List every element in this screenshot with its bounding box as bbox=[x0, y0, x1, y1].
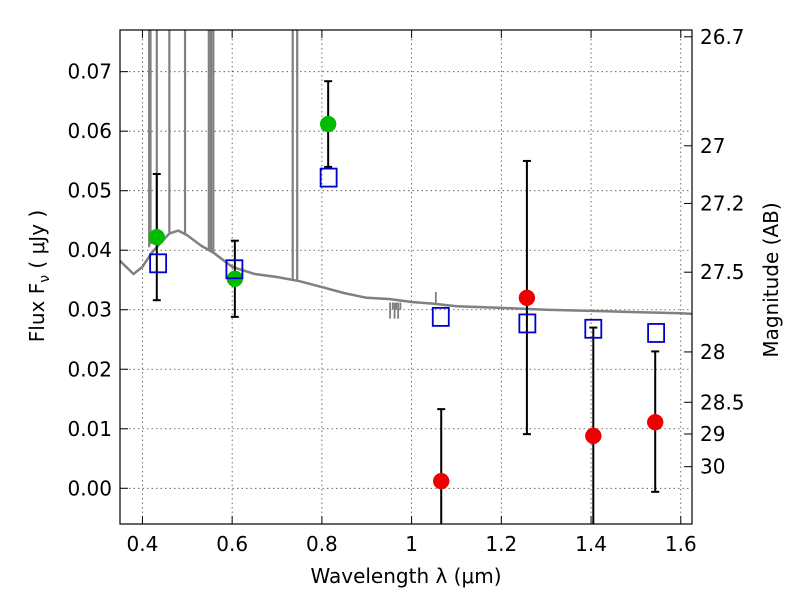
y2-tick-label: 28 bbox=[700, 340, 725, 364]
y-axis-label-group: Flux Fν ( μJy ) bbox=[25, 210, 53, 342]
spectrum-continuum bbox=[119, 229, 693, 316]
grid-lines bbox=[120, 30, 692, 524]
y2-axis-label: Magnitude (AB) bbox=[759, 202, 783, 357]
data-point bbox=[518, 289, 536, 307]
model-photometry-point bbox=[319, 167, 338, 188]
data-point bbox=[646, 413, 664, 431]
y-tick-label: 0.01 bbox=[67, 417, 112, 441]
model-spectrum bbox=[119, 30, 693, 319]
y2-axis-label-group: Magnitude (AB) bbox=[759, 202, 783, 357]
y-tick-label: 0.05 bbox=[67, 179, 112, 203]
y-axis-label-subscript: ν bbox=[37, 275, 53, 283]
y-tick-label: 0.03 bbox=[67, 298, 112, 322]
tick-labels: 0.4 0.6 0.8 1 1.2 1.4 1.6 0.00 0.01 0.02 0.03 0.04 0… bbox=[67, 25, 744, 556]
model-photometry-point bbox=[647, 323, 666, 343]
model-photometry-point bbox=[149, 253, 168, 274]
y-tick-label: 0.00 bbox=[67, 476, 112, 500]
x-tick-label: 1.6 bbox=[665, 532, 697, 556]
x-tick-label: 0.8 bbox=[306, 532, 338, 556]
model-photometry-point bbox=[584, 318, 603, 339]
model-photometry-point bbox=[431, 306, 450, 327]
x-tick-label: 1.2 bbox=[485, 532, 517, 556]
data-point bbox=[319, 115, 337, 133]
y-axis-label-main: Flux F bbox=[25, 283, 49, 342]
x-tick-label: 0.4 bbox=[127, 532, 159, 556]
data-point bbox=[432, 472, 450, 490]
y-axis-label-unit: ( μJy ) bbox=[25, 210, 49, 275]
y2-tick-label: 27.5 bbox=[700, 260, 745, 284]
y2-tick-label: 27 bbox=[700, 134, 725, 158]
y2-tick-label: 29 bbox=[700, 422, 725, 446]
y2-tick-label: 26.7 bbox=[700, 25, 745, 49]
x-axis-label: Wavelength λ (μm) bbox=[310, 564, 501, 588]
y2-tick-label: 30 bbox=[700, 455, 725, 479]
y-tick-label: 0.07 bbox=[67, 60, 112, 84]
x-tick-label: 0.6 bbox=[216, 532, 248, 556]
axis-ticks bbox=[120, 30, 692, 524]
y-axis-label: Flux Fν ( μJy ) bbox=[25, 210, 53, 342]
model-photometry-point bbox=[518, 313, 537, 334]
data-points bbox=[148, 80, 666, 524]
model-photometry-point bbox=[225, 259, 244, 280]
y-tick-label: 0.06 bbox=[67, 119, 112, 143]
y2-tick-label: 27.2 bbox=[700, 191, 745, 215]
x-tick-label: 1.4 bbox=[575, 532, 607, 556]
y-tick-label: 0.04 bbox=[67, 238, 112, 262]
y2-tick-label: 28.5 bbox=[700, 390, 745, 414]
data-point bbox=[148, 228, 166, 246]
x-tick-label: 1 bbox=[405, 532, 418, 556]
y-tick-label: 0.02 bbox=[67, 357, 112, 381]
plot-frame bbox=[119, 29, 693, 525]
data-point bbox=[585, 427, 602, 445]
